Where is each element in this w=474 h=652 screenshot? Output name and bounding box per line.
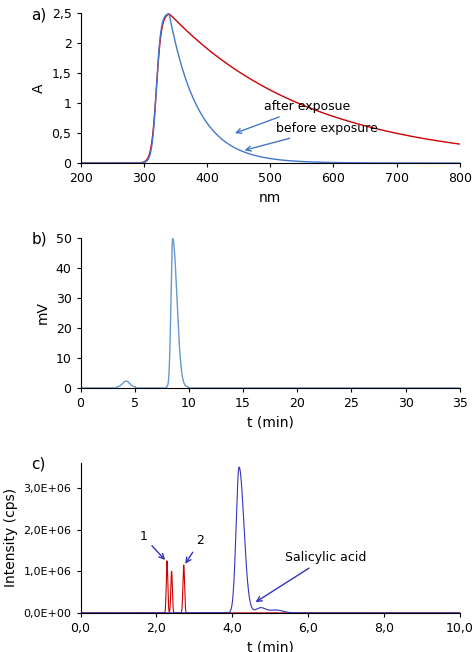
Text: before exposure: before exposure [246, 122, 378, 151]
X-axis label: t (min): t (min) [247, 415, 293, 430]
Y-axis label: A: A [32, 83, 46, 93]
X-axis label: t (min): t (min) [247, 640, 293, 652]
Y-axis label: mV: mV [36, 301, 50, 325]
Text: 1: 1 [139, 530, 164, 559]
X-axis label: nm: nm [259, 190, 281, 205]
Text: b): b) [31, 232, 47, 247]
Text: a): a) [31, 7, 46, 22]
Text: after exposue: after exposue [237, 100, 350, 133]
Text: c): c) [31, 457, 46, 472]
Text: 2: 2 [186, 534, 204, 563]
Y-axis label: Intensity (cps): Intensity (cps) [4, 488, 18, 587]
Text: Salicylic acid: Salicylic acid [257, 551, 367, 601]
